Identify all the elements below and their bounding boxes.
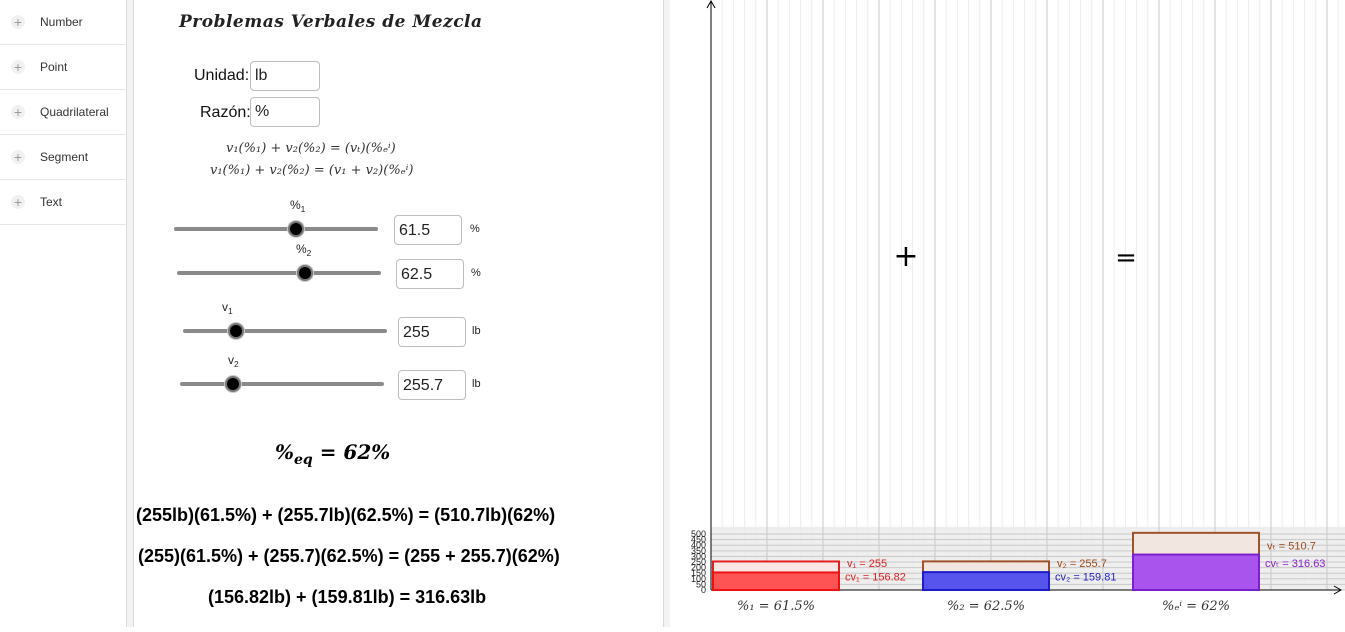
slider-value-input[interactable]: 61.5 <box>394 215 462 245</box>
toolbox-item-point[interactable]: + Point <box>0 45 126 90</box>
toolbox-item-label: Number <box>40 15 83 29</box>
x-axis-arrow <box>1333 585 1343 595</box>
slider-unit: lb <box>472 325 481 337</box>
toolbox-item-label: Point <box>40 60 68 74</box>
slider-name-main: % <box>296 242 307 256</box>
bar-portion <box>922 571 1050 591</box>
slider-handle[interactable] <box>288 221 305 237</box>
plus-icon[interactable]: + <box>11 150 25 164</box>
formula-line-2: v₁(%₁) + v₂(%₂) = (v₁ + v₂)(%ₑⁱ) <box>210 163 414 178</box>
plus-operator: + <box>893 239 918 274</box>
slider-unit: lb <box>472 378 481 390</box>
y-tick-label: 500 <box>691 529 706 539</box>
toolbox-item-number[interactable]: + Number <box>0 0 126 45</box>
bar-portion-label: cvₜ = 316.63 <box>1265 558 1325 570</box>
y-tick-label: 50 <box>696 579 706 589</box>
y-tick-label: 450 <box>691 535 706 545</box>
x-category-label: %₂ = 62.5% <box>947 599 1025 614</box>
y-tick-label: 200 <box>691 563 706 573</box>
peq-value: = 62% <box>319 440 391 464</box>
bar-portion-label: cv₁ = 156.82 <box>845 572 906 584</box>
slider-name: v2 <box>228 353 239 369</box>
equation-with-units: (255lb)(61.5%) + (255.7lb)(62.5%) = (510… <box>136 505 556 525</box>
x-category-label: %ₑⁱ = 62% <box>1162 599 1230 614</box>
toolbox: + Number + Point + Quadrilateral + Segment + Text <box>0 0 127 627</box>
y-tick-label: 100 <box>691 574 706 584</box>
y-axis-arrow <box>706 0 716 9</box>
toolbox-item-label: Quadrilateral <box>40 105 109 119</box>
slider-name: v1 <box>222 300 233 316</box>
bar-portion <box>1132 553 1260 591</box>
unidad-input[interactable]: lb <box>250 61 320 91</box>
slider-track[interactable] <box>177 271 381 275</box>
toolbox-item-segment[interactable]: + Segment <box>0 135 126 180</box>
equation-numeric: (255)(61.5%) + (255.7)(62.5%) = (255 + 2… <box>138 546 560 566</box>
slider-track[interactable] <box>183 329 387 333</box>
plus-icon[interactable]: + <box>11 105 25 119</box>
y-tick-label: 0 <box>701 585 706 595</box>
page-title: Problemas Verbales de Mezcla <box>179 12 483 32</box>
y-tick-label: 150 <box>691 568 706 578</box>
graphics-view[interactable]: 0 50 100 150 200 250 300 350 400 450 500 %₁ = 61.5%… <box>670 0 1345 627</box>
peq-subscript: eq <box>294 451 313 468</box>
slider-track[interactable] <box>174 227 378 231</box>
panel-splitter[interactable] <box>127 0 134 627</box>
bar-portion <box>712 571 840 592</box>
toolbox-item-text[interactable]: + Text <box>0 180 126 225</box>
slider-unit: % <box>471 267 481 279</box>
bar-total-label: vₜ = 510.7 <box>1267 541 1316 553</box>
slider-name-sub: 1 <box>300 203 306 214</box>
slider-unit: % <box>470 223 480 235</box>
toolbox-item-label: Text <box>40 195 63 209</box>
toolbox-item-quadrilateral[interactable]: + Quadrilateral <box>0 90 126 135</box>
bar-total-label: v₁ = 255 <box>847 558 887 570</box>
formula-line-1: v₁(%₁) + v₂(%₂) = (vₜ)(%ₑⁱ) <box>226 141 396 156</box>
razon-input[interactable]: % <box>250 97 320 127</box>
algebra-panel: Problemas Verbales de Mezcla Unidad: lb … <box>134 0 663 627</box>
slider-name: %1 <box>290 198 305 214</box>
slider-name-main: % <box>290 198 301 212</box>
equals-operator: = <box>1115 243 1137 273</box>
x-category-label: %₁ = 61.5% <box>737 599 815 614</box>
slider-name-sub: 1 <box>228 305 233 316</box>
slider-name: %2 <box>296 242 311 258</box>
plus-icon[interactable]: + <box>11 195 25 209</box>
y-tick-label: 250 <box>691 557 706 567</box>
slider-value-input[interactable]: 62.5 <box>396 259 464 289</box>
slider-handle[interactable] <box>225 376 242 392</box>
razon-label: Razón: <box>200 104 251 121</box>
bar-portion-label: cv₂ = 159.81 <box>1055 572 1116 584</box>
y-tick-label: 400 <box>691 540 706 550</box>
y-tick-label: 350 <box>691 546 706 556</box>
slider-value-input[interactable]: 255.7 <box>398 370 466 400</box>
unidad-label: Unidad: <box>194 67 250 84</box>
plus-icon[interactable]: + <box>11 15 25 29</box>
slider-handle[interactable] <box>228 323 245 339</box>
y-tick-label: 300 <box>691 551 706 561</box>
slider-name-main: v <box>222 300 228 314</box>
slider-name-sub: 2 <box>234 358 239 369</box>
equation-concentrate: (156.82lb) + (159.81lb) = 316.63lb <box>208 587 487 607</box>
slider-value-input[interactable]: 255 <box>398 317 466 347</box>
toolbox-item-label: Segment <box>40 150 89 164</box>
slider-name-sub: 2 <box>306 247 312 258</box>
slider-handle[interactable] <box>296 265 313 281</box>
slider-name-main: v <box>228 353 234 367</box>
peq-result: %eq = 62% <box>275 440 390 468</box>
plus-icon[interactable]: + <box>11 60 25 74</box>
bar-total-label: v₂ = 255.7 <box>1057 558 1107 570</box>
slider-track[interactable] <box>180 382 384 386</box>
peq-symbol: % <box>275 440 295 464</box>
